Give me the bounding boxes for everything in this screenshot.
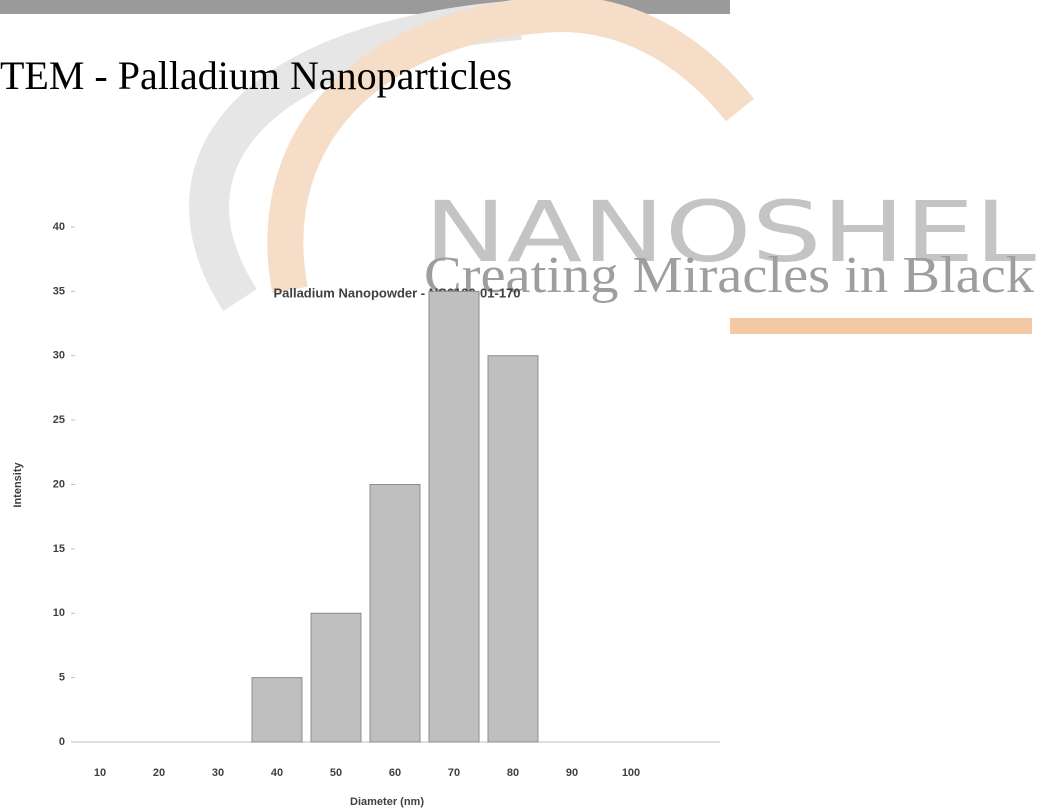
x-tick-label: 20 (153, 767, 165, 779)
bar (311, 613, 361, 742)
x-tick-label: 60 (389, 767, 401, 779)
y-tick-label: 0 (59, 736, 65, 748)
bar (488, 356, 538, 742)
y-tick-label: 15 (53, 543, 65, 555)
chart: Palladium Nanopowder - NS6130-01-170 Dia… (12, 221, 720, 808)
x-tick-label: 90 (566, 767, 578, 779)
y-tick-label: 30 (53, 350, 65, 362)
y-tick-label: 35 (53, 285, 65, 297)
y-tick-label: 40 (53, 221, 65, 233)
page-heading: TEM - Palladium Nanoparticles (0, 53, 512, 98)
x-tick-label: 50 (330, 767, 342, 779)
x-tick-label: 30 (212, 767, 224, 779)
y-axis-label: Intensity (12, 462, 24, 508)
watermark-bar (730, 318, 1032, 334)
screenshot: NANOSHEL Creating Miracles in Black TEM … (0, 0, 1037, 812)
x-tick-label: 70 (448, 767, 460, 779)
page: { "page": { "heading": "TEM - Palladium … (0, 0, 1037, 812)
y-tick-label: 25 (53, 414, 65, 426)
bar (429, 291, 479, 742)
y-tick-label: 10 (53, 607, 65, 619)
y-tick-label: 20 (53, 478, 65, 490)
x-tick-label: 40 (271, 767, 283, 779)
x-tick-label: 10 (94, 767, 106, 779)
x-tick-label: 80 (507, 767, 519, 779)
bar (370, 485, 420, 743)
y-tick-label: 5 (59, 672, 65, 684)
chart-title: Palladium Nanopowder - NS6130-01-170 (273, 285, 520, 300)
bar (252, 678, 302, 742)
x-axis-label: Diameter (nm) (350, 796, 424, 808)
x-tick-label: 100 (622, 767, 640, 779)
